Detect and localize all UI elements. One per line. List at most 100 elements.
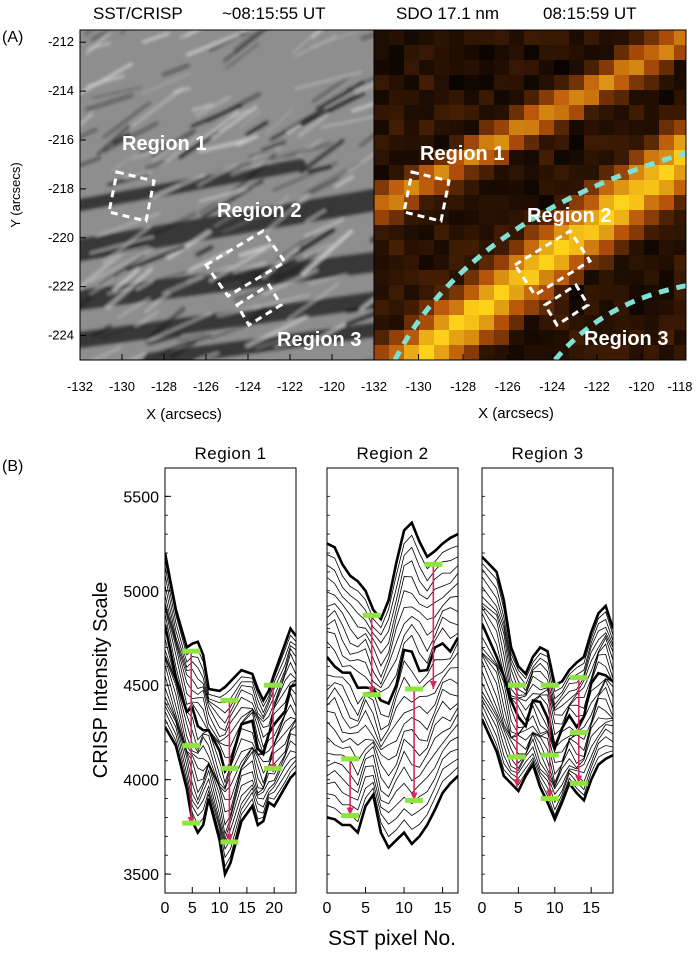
aia-pixel bbox=[614, 90, 630, 106]
x-tick-label: 10 bbox=[546, 900, 564, 917]
aia-pixel bbox=[419, 60, 435, 76]
x-tick-label: 5 bbox=[361, 900, 370, 917]
aia-pixel bbox=[479, 345, 495, 360]
crisp-fibril bbox=[269, 107, 325, 141]
crisp-fibril bbox=[311, 30, 323, 39]
chart-title: Region 1 bbox=[194, 444, 266, 463]
aia-pixel bbox=[494, 105, 510, 121]
profile-line bbox=[482, 596, 613, 712]
x-tick-label: 0 bbox=[478, 900, 487, 917]
aia-x-tick-label: -120 bbox=[628, 379, 654, 394]
profile-line bbox=[327, 688, 458, 751]
aia-pixel bbox=[674, 75, 686, 91]
crisp-fibril bbox=[348, 152, 374, 173]
aia-pixel bbox=[539, 45, 555, 61]
aia-pixel bbox=[524, 45, 540, 61]
aia-pixel bbox=[659, 180, 675, 196]
crisp-fibril bbox=[300, 91, 366, 126]
aia-pixel bbox=[659, 240, 675, 256]
aia-pixel bbox=[644, 30, 660, 46]
aia-pixel bbox=[404, 45, 420, 61]
aia-pixel bbox=[389, 240, 405, 256]
profile-line bbox=[327, 700, 458, 761]
crisp-fibril bbox=[265, 109, 293, 135]
aia-pixel bbox=[479, 165, 495, 181]
aia-pixel bbox=[614, 45, 630, 61]
aia-pixel bbox=[629, 120, 645, 136]
aia-pixel bbox=[614, 255, 630, 271]
aia-pixel bbox=[554, 105, 570, 121]
crisp-fibril bbox=[199, 201, 218, 215]
crisp-fibril bbox=[307, 165, 332, 174]
x-tick-label: 10 bbox=[395, 900, 413, 917]
aia-pixel bbox=[614, 345, 630, 360]
profile-line bbox=[327, 736, 458, 805]
aia-pixel bbox=[494, 135, 510, 151]
aia-pixel bbox=[599, 120, 615, 136]
crisp-fibril bbox=[274, 251, 318, 283]
aia-pixel bbox=[509, 105, 525, 121]
aia-pixel bbox=[524, 60, 540, 76]
aia-pixel bbox=[569, 75, 585, 91]
aia-pixel bbox=[524, 225, 540, 241]
profile-line bbox=[165, 613, 296, 758]
aia-pixel bbox=[569, 195, 585, 211]
crisp-fibril bbox=[334, 175, 355, 189]
crisp-fibril bbox=[294, 70, 363, 90]
aia-pixel bbox=[584, 255, 600, 271]
aia-pixel bbox=[599, 240, 615, 256]
profile-line bbox=[327, 652, 458, 731]
green-marker bbox=[569, 675, 588, 681]
aia-pixel bbox=[449, 60, 465, 76]
aia-pixel bbox=[599, 270, 615, 286]
profile-line bbox=[165, 638, 296, 784]
aia-pixel bbox=[389, 330, 405, 346]
crisp-fibril bbox=[252, 147, 282, 160]
aia-pixel bbox=[554, 180, 570, 196]
profile-line bbox=[165, 658, 296, 800]
aia-pixel bbox=[389, 120, 405, 136]
aia-pixel bbox=[659, 60, 675, 76]
y-tick-label: 4000 bbox=[123, 773, 159, 790]
profile-line bbox=[165, 675, 296, 826]
aia-pixel bbox=[374, 75, 390, 91]
aia-pixel bbox=[479, 315, 495, 331]
aia-pixel bbox=[494, 150, 510, 166]
aia-pixel bbox=[389, 255, 405, 271]
aia-pixel bbox=[404, 195, 420, 211]
crisp-fibril bbox=[194, 351, 219, 360]
aia-pixel bbox=[659, 165, 675, 181]
crisp-fibril bbox=[141, 72, 191, 95]
x-tick-label: 20 bbox=[265, 900, 283, 917]
green-marker bbox=[362, 612, 381, 618]
profile-line bbox=[327, 560, 458, 644]
green-marker bbox=[569, 780, 588, 786]
aia-pixel bbox=[419, 255, 435, 271]
crisp-fibril bbox=[286, 122, 303, 135]
aia-pixel bbox=[584, 75, 600, 91]
aia-pixel bbox=[434, 315, 450, 331]
green-marker bbox=[220, 839, 239, 845]
aia-title: SDO 17.1 nm bbox=[396, 4, 499, 23]
aia-pixel bbox=[629, 45, 645, 61]
aia-pixel bbox=[479, 30, 495, 46]
aia-pixel bbox=[464, 75, 480, 91]
aia-pixel bbox=[449, 30, 465, 46]
profile-line bbox=[482, 647, 613, 749]
aia-pixel bbox=[494, 300, 510, 316]
y-tick-label: 5500 bbox=[123, 489, 159, 506]
aia-pixel bbox=[584, 300, 600, 316]
green-marker bbox=[569, 729, 588, 735]
profile-line bbox=[165, 664, 296, 813]
aia-pixel bbox=[464, 210, 480, 226]
aia-pixel bbox=[524, 180, 540, 196]
profile-line bbox=[327, 572, 458, 655]
crisp-fibril bbox=[111, 152, 136, 173]
aia-pixel bbox=[614, 225, 630, 241]
aia-pixel bbox=[629, 75, 645, 91]
green-marker bbox=[182, 743, 201, 749]
profile-line bbox=[165, 624, 296, 775]
profile-line bbox=[482, 711, 613, 817]
green-marker bbox=[540, 682, 559, 688]
aia-pixel bbox=[599, 90, 615, 106]
